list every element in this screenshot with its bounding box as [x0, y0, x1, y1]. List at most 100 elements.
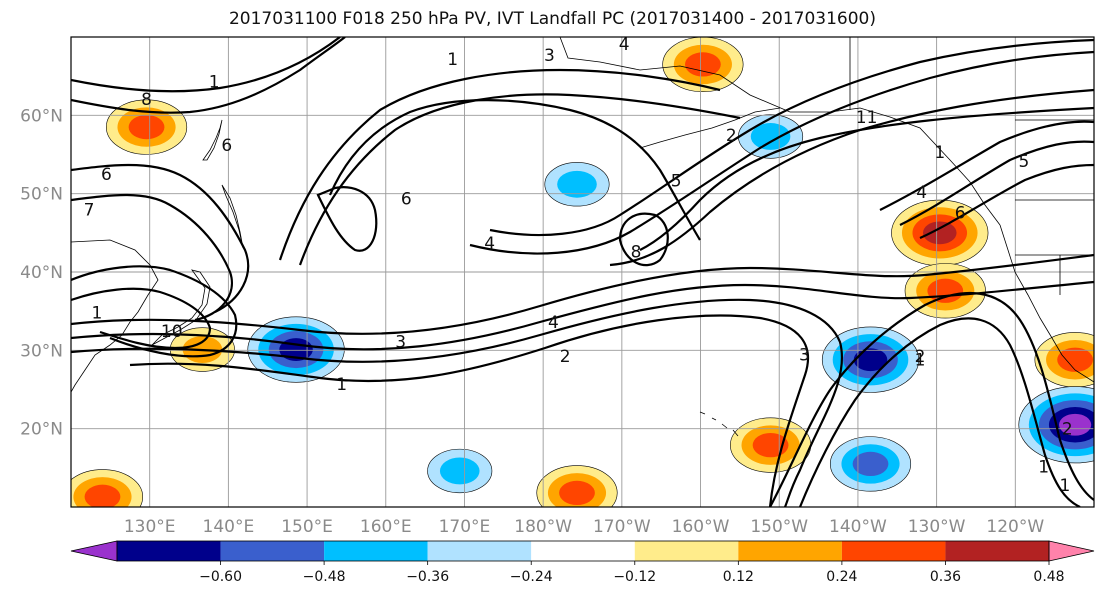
contour-label: 4 [619, 35, 630, 55]
coastline-aleutians [639, 107, 781, 149]
coastlines [71, 37, 1094, 437]
colorbar-tick-label: −0.36 [406, 569, 449, 585]
coastline-north-america [999, 224, 1094, 383]
colorbar-tick-label: 0.24 [826, 569, 857, 585]
lon-tick-label: 150°E [281, 517, 333, 537]
colorbar-tick-label: −0.24 [510, 569, 553, 585]
pv-contour-line [71, 287, 212, 350]
pv-contours [71, 37, 1094, 507]
ivt-shade-11-level-4 [1059, 413, 1092, 436]
latitude-labels: 60°N 50°N 40°N 30°N 20°N [20, 106, 63, 439]
pv-contour-line [328, 99, 701, 241]
colorbar-tick-label: 0.48 [1033, 569, 1064, 585]
contour-label: 6 [401, 189, 412, 209]
coastline-japan [151, 269, 211, 346]
lon-tick-label: 140°E [203, 517, 255, 537]
colorbar-segment [117, 541, 221, 561]
lat-tick-label: 50°N [20, 185, 63, 205]
contour-label: 2 [915, 347, 926, 367]
map-frame [70, 36, 1095, 508]
colorbar-extend-low [70, 540, 118, 562]
lat-tick-label: 20°N [20, 420, 63, 440]
colorbar-segment [324, 541, 428, 561]
ivt-shade-15-level-1 [439, 457, 480, 485]
lat-tick-label: 40°N [20, 263, 63, 283]
lon-tick-label: 170°E [439, 517, 491, 537]
lat-tick-label: 30°N [20, 341, 63, 361]
pv-contour-line [71, 280, 1094, 351]
contour-label: 8 [631, 243, 642, 263]
ivt-shade-14-level-2 [852, 451, 889, 477]
colorbar-tick-label: −0.48 [303, 569, 346, 585]
contour-label: 7 [84, 200, 95, 220]
colorbar-tick-label: 0.36 [930, 569, 961, 585]
pv-contour-line [71, 265, 238, 358]
pv-contour-line [71, 37, 346, 114]
ivt-shade-13-level-1 [750, 123, 791, 150]
pv-contour-line [798, 317, 1081, 507]
ivt-shade-0-level-2 [128, 114, 165, 140]
lon-tick-label: 120°W [986, 517, 1044, 537]
contour-label: 4 [548, 313, 559, 333]
lon-tick-label: 180°W [514, 517, 572, 537]
contour-label: 1 [336, 375, 347, 395]
colorbar-segment [841, 541, 946, 561]
pv-contour-line [469, 50, 1094, 255]
colorbar-tick-label: −0.60 [199, 569, 242, 585]
ivt-shade-3-level-2 [927, 278, 964, 303]
pv-contour-line [278, 68, 721, 261]
contour-label: 6 [221, 136, 232, 156]
lon-tick-label: 140°W [829, 517, 887, 537]
lon-tick-label: 130°W [908, 517, 966, 537]
contour-label: 4 [484, 234, 495, 254]
lon-tick-label: 160°W [672, 517, 730, 537]
contour-label: 1 [934, 143, 945, 163]
pv-contour-line [71, 298, 843, 507]
pv-contour-line [129, 314, 810, 507]
contour-label: 5 [1019, 152, 1030, 172]
longitude-labels: 130°E 140°E 150°E 160°E 170°E 180°W 170°W 160°W… [124, 517, 1045, 537]
contour-label: 1 [209, 73, 220, 93]
colorbar-extend-high [1048, 540, 1095, 562]
lon-tick-label: 150°W [750, 517, 808, 537]
ivt-shade-12-level-1 [557, 170, 597, 198]
contour-label: 1 [1059, 476, 1070, 496]
lat-tick-label: 60°N [20, 106, 63, 126]
colorbar-segment [945, 541, 1049, 561]
colorbar-segment [220, 541, 325, 561]
pv-contour-line [71, 253, 1094, 335]
lon-tick-label: 170°W [593, 517, 651, 537]
colorbar-segment [531, 541, 635, 561]
ivt-shading [71, 37, 1094, 507]
contour-label: 5 [671, 171, 682, 191]
lon-tick-label: 130°E [124, 517, 176, 537]
ivt-shade-6-level-2 [84, 484, 121, 507]
graticule [71, 37, 1094, 507]
border-lines [849, 37, 1094, 295]
contour-label: 10 [161, 322, 183, 342]
contour-label: 6 [955, 203, 966, 223]
contour-label: 2 [1062, 420, 1073, 440]
contour-label: 11 [856, 108, 878, 128]
colorbar-segment [738, 541, 842, 561]
pv-contour-line [489, 38, 1094, 237]
pv-contour-line [316, 186, 378, 252]
contour-label: 1 [447, 50, 458, 70]
contour-label: 3 [799, 345, 810, 365]
pv-contour-line [879, 120, 1094, 211]
pv-contour-line [639, 106, 1094, 251]
contour-label: 6 [101, 165, 112, 185]
colorbar-tick-label: 0.12 [723, 569, 754, 585]
coastline-alaska [559, 37, 1001, 226]
coastline-hawaii [699, 411, 739, 437]
ivt-shade-5-level-2 [559, 480, 595, 506]
colorbar-frame [116, 540, 1050, 562]
pv-contour-line [618, 212, 669, 267]
ivt-shade-1-level-2 [685, 52, 721, 77]
chart-title: 2017031100 F018 250 hPa PV, IVT Landfall… [228, 9, 876, 29]
pv-contour-line [919, 163, 1094, 240]
contour-label: 1 [92, 304, 103, 324]
coastline-asia [71, 239, 159, 393]
lon-tick-label: 160°E [360, 517, 412, 537]
contour-label: 8 [141, 90, 152, 110]
